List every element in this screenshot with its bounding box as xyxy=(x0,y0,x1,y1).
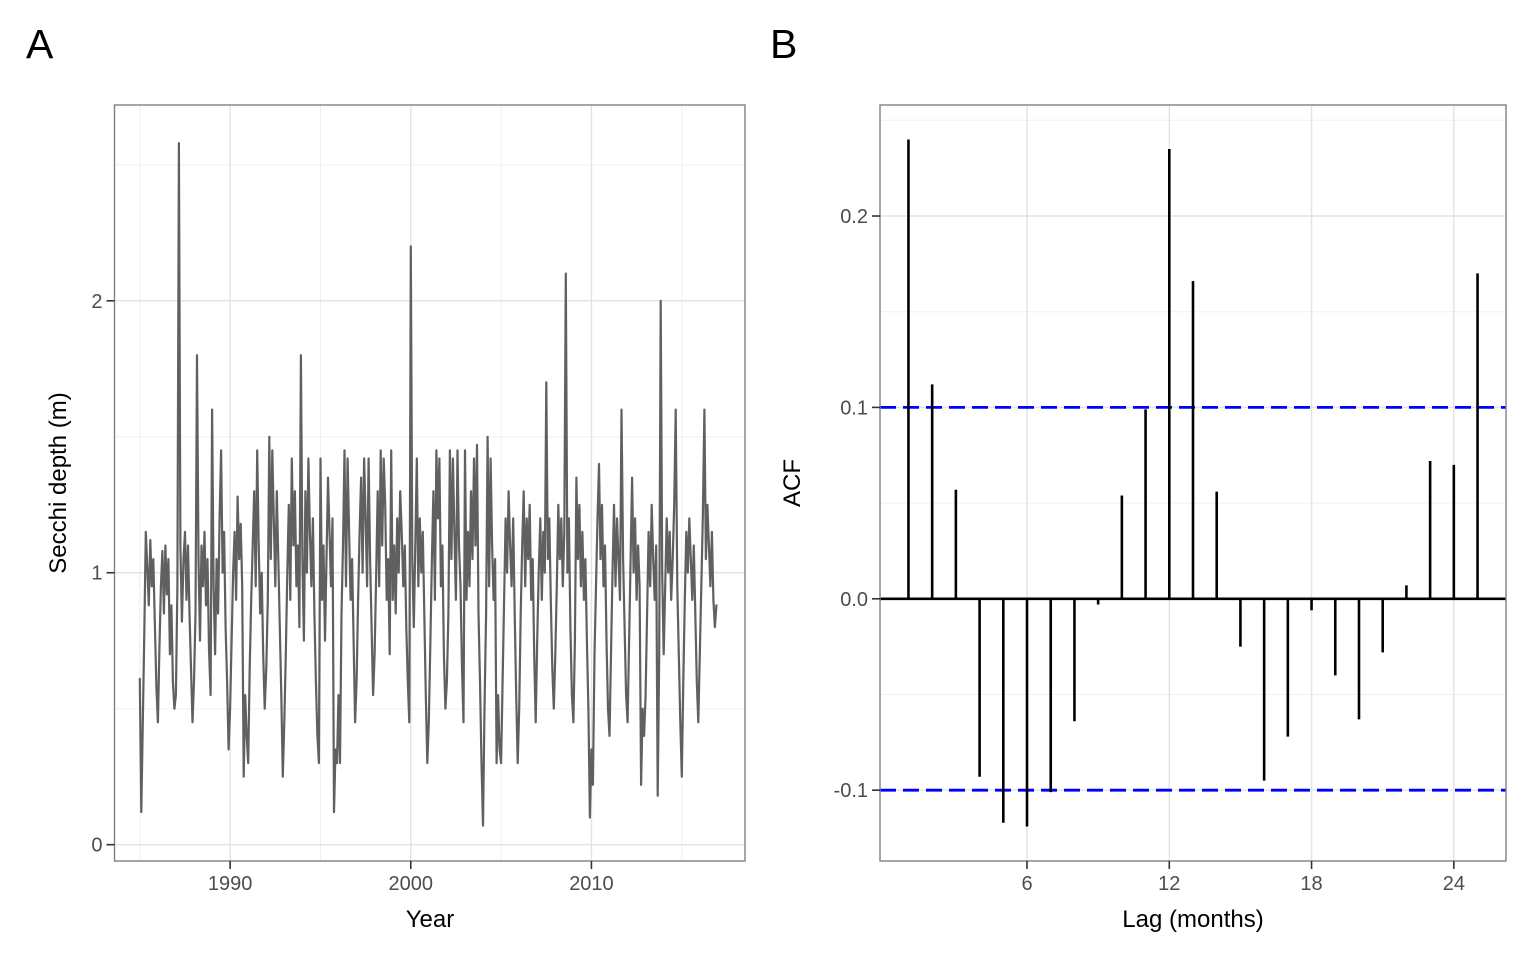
y-tick-label: 0.2 xyxy=(840,206,868,228)
x-tick-label: 12 xyxy=(1158,873,1180,895)
secchi-timeseries-plot: 1990 2000 2010 0 1 2 xyxy=(91,104,746,895)
panel-b-letter: B xyxy=(770,21,797,67)
x-tick-label: 1990 xyxy=(208,873,253,895)
x-tick-label: 18 xyxy=(1300,873,1322,895)
panel-b-x-axis-title: Lag (months) xyxy=(1122,906,1263,933)
x-tick-label: 2010 xyxy=(569,873,614,895)
panel-b-y-axis-title: ACF xyxy=(779,459,806,507)
panel-a-x-axis-title: Year xyxy=(406,906,455,933)
x-tick-label: 24 xyxy=(1443,873,1465,895)
y-tick-label: 1 xyxy=(91,563,102,585)
y-tick-label: -0.1 xyxy=(834,780,868,802)
acf-plot: 6 12 18 24 -0.1 0.0 0.1 0.2 xyxy=(834,104,1507,895)
x-tick-label: 6 xyxy=(1021,873,1032,895)
y-tick-label: 0.0 xyxy=(840,589,868,611)
y-tick-label: 0.1 xyxy=(840,397,868,419)
panel-border xyxy=(879,104,1507,862)
y-tick-label: 2 xyxy=(91,291,102,313)
x-tick-label: 2000 xyxy=(389,873,434,895)
panel-a-y-axis-title: Secchi depth (m) xyxy=(45,392,72,573)
panel-border xyxy=(113,104,746,862)
secchi-depth-line xyxy=(138,142,718,827)
y-tick-label: 0 xyxy=(91,835,102,857)
panel-a-letter: A xyxy=(26,21,54,67)
